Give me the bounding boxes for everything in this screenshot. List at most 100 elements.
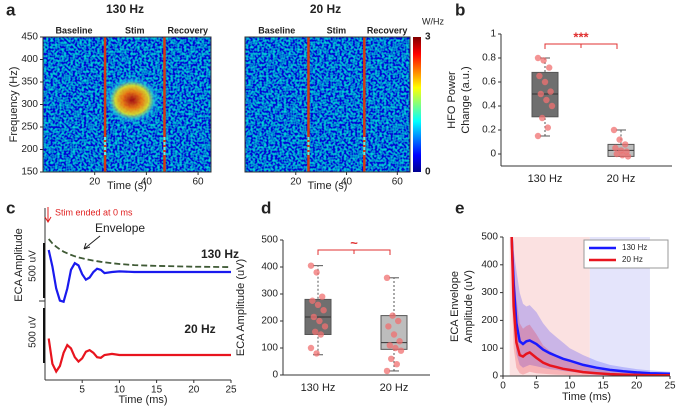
- y-tick-label: 300: [261, 289, 278, 300]
- x-tick-label: 20: [89, 177, 101, 188]
- data-point: [385, 323, 392, 330]
- data-point: [622, 141, 629, 148]
- data-point: [543, 96, 550, 104]
- panel-letter: d: [261, 198, 271, 217]
- x-tick-label: 40: [341, 177, 353, 188]
- data-point: [316, 317, 323, 325]
- spectrogram-noise: [245, 37, 410, 172]
- scale-bar-label: 500 uV: [28, 316, 39, 348]
- annotation-arrow: [44, 207, 52, 223]
- data-point: [383, 274, 391, 281]
- panel-letter: b: [455, 0, 465, 19]
- x-tick-label: 60: [193, 177, 205, 188]
- data-point: [537, 90, 544, 98]
- y-tick-label: 100: [481, 343, 498, 354]
- data-point: [624, 153, 632, 160]
- significance-bracket: [317, 249, 391, 255]
- trace-line: [47, 249, 231, 304]
- series-line: [510, 236, 671, 376]
- y-tick-label: 450: [21, 32, 38, 43]
- y-axis-label: ECA Amplitude: [13, 228, 25, 301]
- data-point: [307, 344, 315, 352]
- series-label: 20 Hz: [184, 322, 215, 336]
- annotation: Stim ended at 0 ms: [55, 207, 133, 217]
- x-tick-label: 10: [564, 381, 576, 392]
- x-tick-label: 40: [141, 177, 153, 188]
- data-point: [547, 88, 554, 95]
- data-point: [317, 331, 324, 338]
- significance-bracket: [544, 43, 618, 49]
- x-tick-label: 20: [188, 385, 200, 396]
- phase-label: Stim: [327, 25, 347, 35]
- y-tick-label: 300: [21, 99, 38, 110]
- x-tick-label: 130 Hz: [301, 382, 336, 394]
- panel-letter: c: [6, 198, 15, 217]
- panel-letter: e: [455, 198, 464, 217]
- x-tick-label: 5: [534, 381, 540, 392]
- y-tick-label: 0.6: [482, 77, 496, 88]
- series-label: 130 Hz: [201, 247, 239, 261]
- y-tick-label: 300: [481, 287, 498, 298]
- data-point: [310, 313, 317, 321]
- x-tick-label: 15: [151, 385, 163, 396]
- legend-label: 130 Hz: [622, 243, 647, 252]
- data-point: [395, 317, 402, 325]
- data-point: [319, 293, 326, 300]
- data-point: [313, 350, 320, 357]
- data-point: [314, 301, 322, 308]
- data-point: [546, 64, 553, 71]
- data-point: [307, 262, 315, 269]
- y-tick-label: 350: [21, 77, 38, 88]
- y-tick-label: 0: [490, 149, 496, 160]
- data-point: [312, 328, 319, 335]
- significance-label: ~: [350, 235, 358, 250]
- data-point: [309, 297, 316, 304]
- y-axis-label: HFO Power: [446, 71, 458, 129]
- y-tick-label: 400: [481, 259, 498, 270]
- y-tick-label: 200: [21, 144, 38, 155]
- data-point: [548, 102, 556, 110]
- error-band: [511, 237, 670, 376]
- data-point: [540, 57, 547, 64]
- phase-label: Stim: [125, 25, 145, 35]
- data-point: [539, 114, 546, 122]
- y-axis-label: Amplitude (uV): [463, 270, 475, 343]
- x-tick-label: 60: [392, 177, 404, 188]
- x-tick-label: 20 Hz: [607, 173, 636, 185]
- y-tick-label: 150: [21, 167, 38, 178]
- envelope-arrow: [83, 235, 101, 250]
- y-tick-label: 0.8: [482, 53, 496, 64]
- y-tick-label: 1: [490, 29, 496, 40]
- y-tick-label: 250: [21, 122, 38, 133]
- legend-label: 20 Hz: [622, 255, 643, 264]
- data-point: [610, 126, 618, 134]
- phase-label: Recovery: [367, 25, 408, 35]
- stim-power-blob: [104, 76, 160, 124]
- data-point: [390, 331, 398, 338]
- envelope-label: Envelope: [95, 221, 145, 235]
- data-point: [613, 150, 620, 158]
- data-point: [397, 347, 405, 354]
- backgrounds: [43, 37, 410, 172]
- y-axis-label: ECA Envelope: [449, 271, 461, 342]
- trace-line: [47, 338, 231, 374]
- data-point: [616, 136, 623, 143]
- x-tick-label: 15: [598, 381, 610, 392]
- colorbar-tick-label: 3: [425, 32, 431, 43]
- y-tick-label: 100: [261, 343, 278, 354]
- x-tick-label: 25: [225, 385, 237, 396]
- x-tick-label: 20 Hz: [380, 382, 409, 394]
- y-tick-label: 500: [261, 235, 278, 246]
- data-point: [383, 367, 391, 375]
- data-point: [544, 124, 551, 131]
- plot-frame: [244, 36, 411, 173]
- y-tick-label: 0.2: [482, 125, 496, 136]
- data-point: [388, 355, 395, 362]
- y-tick-label: 400: [21, 54, 38, 65]
- x-axis-label: Time (ms): [118, 394, 167, 406]
- y-tick-label: 0.4: [482, 101, 496, 112]
- y-axis-label: Frequency (Hz): [8, 67, 20, 143]
- data-point: [393, 361, 400, 368]
- data-point: [534, 132, 542, 140]
